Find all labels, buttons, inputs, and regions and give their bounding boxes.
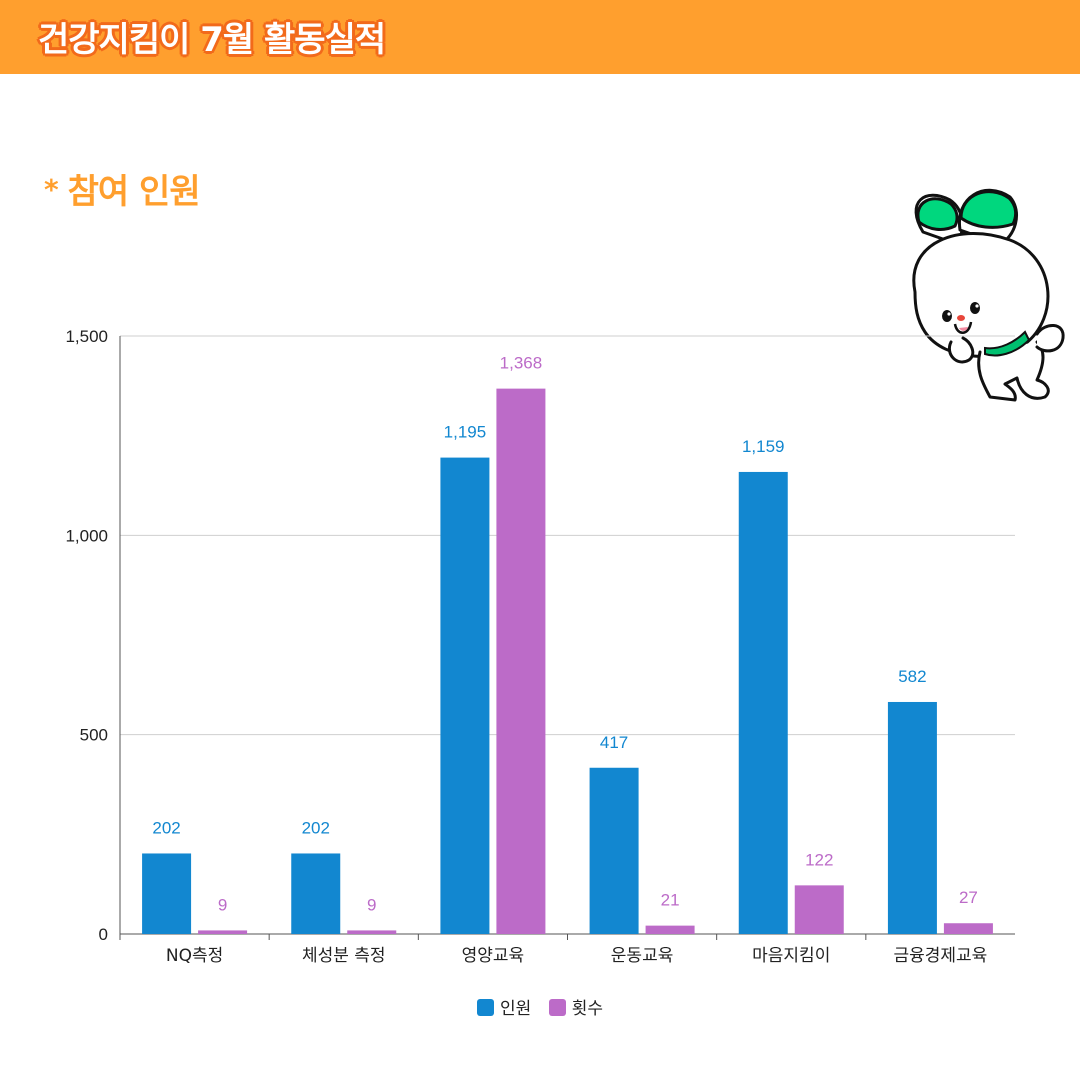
y-tick-label: 0 [99,925,108,944]
data-label: 9 [367,895,376,914]
rabbit-mascot-icon [912,188,1065,402]
legend-label-series2: 횟수 [571,999,603,1019]
bar-series2 [347,930,397,934]
x-category-label: 마음지킴이 [752,946,830,966]
bar-series2 [794,885,844,934]
data-label: 21 [661,891,680,910]
data-label: 202 [152,818,180,837]
x-category-label: 금융경제교육 [893,946,987,966]
legend-swatch-series2 [548,999,566,1016]
y-tick-label: 1,000 [65,526,108,545]
data-label: 122 [805,850,833,869]
bar-series2 [943,923,993,934]
bar-series1 [440,457,490,934]
data-label: 1,368 [500,354,543,373]
legend-swatch-series1 [477,999,495,1016]
data-label: 582 [898,667,926,686]
data-label: 9 [218,895,227,914]
bar-series2 [645,925,695,934]
data-label: 27 [959,888,978,907]
page-title: 건강지킴이 7월 활동실적 [38,20,386,60]
chart-legend: 인원 횟수 [0,994,1080,1019]
bar-chart: 0 500 1,000 1,500 NQ측정 202 9 체성분 측정 202 9 영양교육 1,19… [65,327,1015,966]
data-label: 202 [302,818,330,837]
bar-series2 [496,388,546,934]
bar-series1 [887,701,937,934]
x-category-label: 체성분 측정 [302,946,386,966]
x-category-label: 운동교육 [611,946,674,966]
legend-item-series2: 횟수 [548,994,603,1019]
x-category-label: 영양교육 [462,946,525,966]
section-title: * 참여 인원 [44,164,201,213]
data-label: 1,195 [444,423,487,442]
bar-series1 [738,471,788,934]
legend-item-series1: 인원 [477,994,531,1019]
x-category-label: NQ측정 [166,946,223,966]
header-bar: 건강지킴이 7월 활동실적 [0,0,1080,74]
bar-series2 [198,930,248,934]
legend-label-series1: 인원 [500,999,532,1019]
bar-series1 [291,853,341,934]
data-label: 1,159 [742,437,785,456]
section-title-text: 참여 인원 [67,172,201,212]
data-label: 417 [600,733,628,752]
asterisk-icon: * [44,173,59,206]
y-tick-label: 500 [80,726,108,745]
bar-series1 [142,853,192,934]
bar-series1 [589,767,639,934]
y-tick-label: 1,500 [65,327,108,346]
